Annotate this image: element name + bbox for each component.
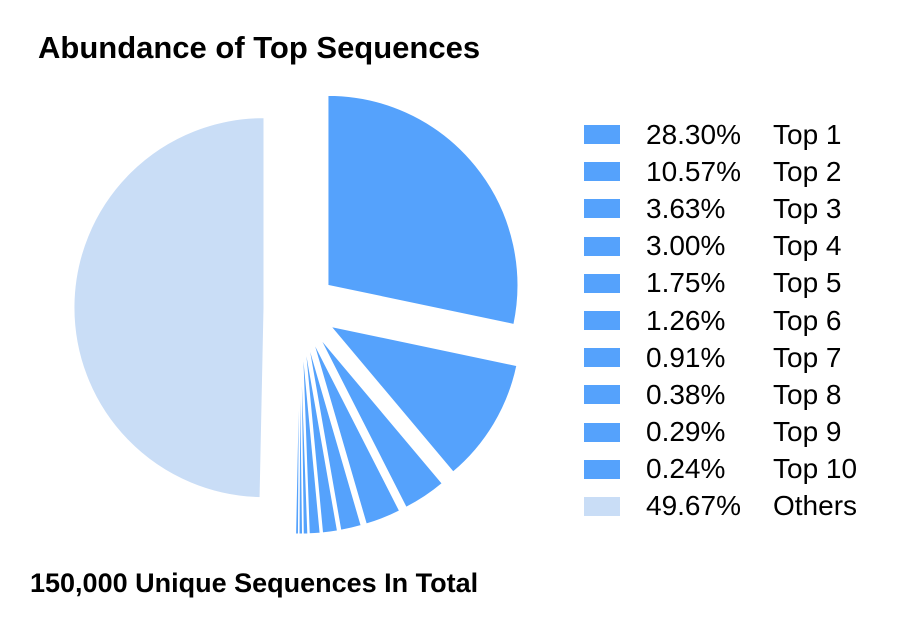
legend-swatch (584, 348, 620, 368)
legend-label: Top 9 (773, 416, 842, 448)
legend-item: 0.38% Top 8 (584, 376, 857, 413)
pie-slice-top-4 (312, 341, 401, 525)
pie-slice-top-1 (327, 94, 519, 326)
legend-swatch (584, 385, 620, 405)
legend-swatch (584, 459, 620, 479)
legend-percent: 0.38% (646, 378, 726, 410)
legend-item: 0.29% Top 9 (584, 414, 857, 451)
legend-item: 28.30% Top 1 (584, 116, 857, 153)
legend-percent: 49.67% (646, 490, 741, 522)
legend-label: Top 6 (773, 304, 842, 336)
pie-slice-top-8 (300, 343, 309, 535)
legend-label: Top 8 (773, 378, 842, 410)
legend-label: Top 4 (773, 230, 842, 262)
legend-percent: 1.75% (646, 267, 726, 299)
legend-item: 1.75% Top 5 (584, 265, 857, 302)
legend-label: Top 7 (773, 341, 842, 373)
legend-percent: 10.57% (646, 155, 741, 187)
pie-slice-others (73, 117, 265, 499)
pie-slice-top-5 (307, 342, 362, 531)
legend-swatch (584, 273, 620, 293)
legend-percent: 3.00% (646, 230, 726, 262)
legend-swatch (584, 199, 620, 219)
legend-swatch (584, 422, 620, 442)
pie-chart (73, 94, 519, 535)
chart-title: Abundance of Top Sequences (38, 30, 481, 65)
legend-swatch (584, 311, 620, 331)
total-caption: 150,000 Unique Sequences In Total (30, 568, 479, 598)
pie-slice-top-9 (298, 343, 304, 535)
pie-slice-top-6 (304, 343, 339, 534)
legend-percent: 0.91% (646, 341, 726, 373)
legend-percent: 0.24% (646, 453, 726, 485)
legend-swatch (584, 496, 620, 516)
legend: 28.30% Top 1 10.57% Top 2 3.63% Top 3 3.00% Top… (584, 116, 857, 525)
legend-swatch (584, 236, 620, 256)
legend-label: Top 3 (773, 192, 842, 224)
legend-label: Others (773, 490, 858, 522)
legend-percent: 1.26% (646, 304, 726, 336)
legend-percent: 28.30% (646, 118, 741, 150)
legend-item: 3.63% Top 3 (584, 190, 857, 227)
pie-slice-top-3 (319, 337, 443, 508)
legend-percent: 0.29% (646, 416, 726, 448)
legend-item: 49.67% Others (584, 488, 857, 525)
legend-swatch (584, 162, 620, 182)
legend-swatch (584, 125, 620, 145)
legend-item: 0.91% Top 7 (584, 339, 857, 376)
legend-label: Top 2 (773, 155, 842, 187)
legend-percent: 3.63% (646, 192, 726, 224)
legend-label: Top 5 (773, 267, 842, 299)
legend-item: 3.00% Top 4 (584, 228, 857, 265)
legend-label: Top 1 (773, 118, 842, 150)
pie-slice-top-10 (295, 343, 301, 535)
legend-item: 0.24% Top 10 (584, 451, 857, 488)
legend-label: Top 10 (773, 453, 858, 485)
pie-slice-top-2 (329, 325, 518, 473)
pie-slice-top-7 (301, 343, 321, 535)
legend-item: 1.26% Top 6 (584, 302, 857, 339)
legend-item: 10.57% Top 2 (584, 153, 857, 190)
